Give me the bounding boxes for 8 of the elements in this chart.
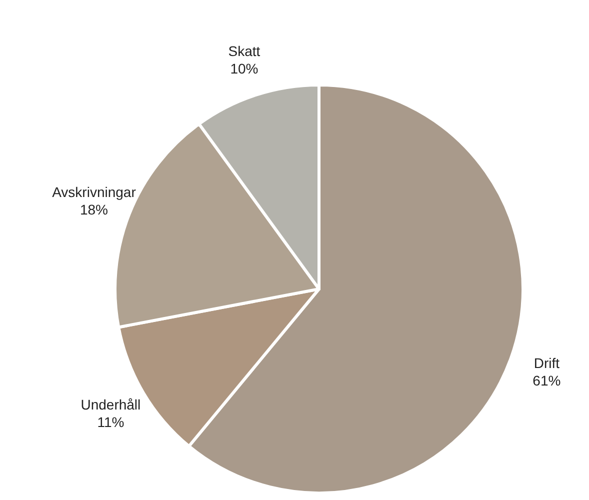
slice-label: Drift [534,355,560,372]
data-label: 18% [80,202,108,218]
data-label: 11% [97,414,124,430]
data-label: 10% [230,60,258,77]
data-label: 61% [532,372,561,389]
slice-label: Underhåll [80,396,141,412]
slice-label: Skatt [228,43,260,60]
slice-label: Avskrivningar [52,184,136,200]
